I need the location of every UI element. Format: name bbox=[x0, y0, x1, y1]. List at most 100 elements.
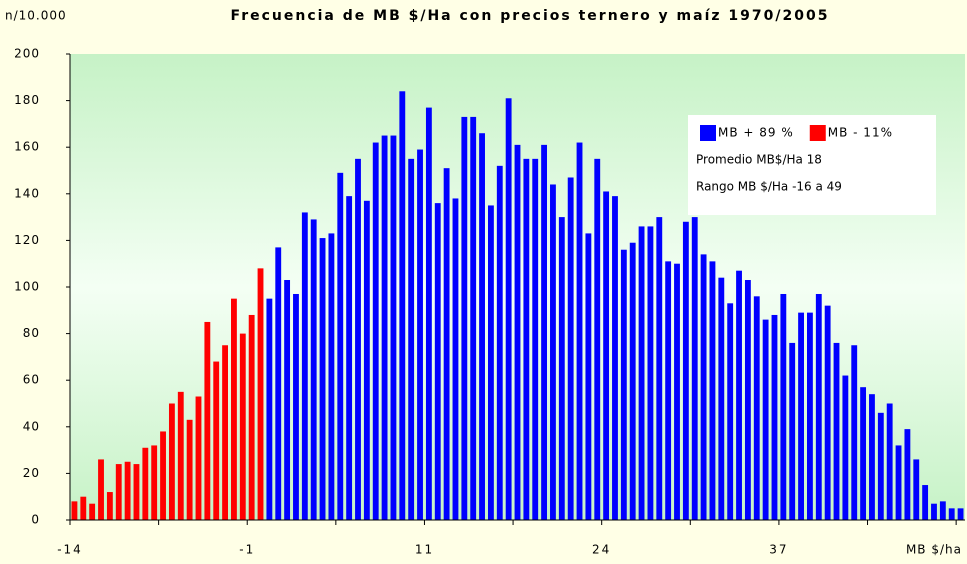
annotation: Rango MB $/Ha -16 a 49 bbox=[696, 180, 842, 194]
y-tick-label: 20 bbox=[23, 466, 40, 480]
bar bbox=[576, 142, 583, 521]
bar bbox=[744, 280, 751, 520]
bar bbox=[328, 233, 335, 520]
bar bbox=[133, 464, 140, 520]
bar bbox=[151, 445, 158, 520]
y-tick-label: 80 bbox=[23, 326, 40, 340]
bar bbox=[647, 226, 654, 521]
bar bbox=[293, 293, 299, 520]
y-axis-label: n/10.000 bbox=[5, 9, 67, 23]
x-tick-label: 24 bbox=[592, 543, 611, 557]
bar bbox=[514, 144, 521, 520]
bar bbox=[895, 445, 902, 520]
y-tick-label: 120 bbox=[14, 233, 40, 247]
bar bbox=[408, 158, 415, 520]
bar bbox=[656, 217, 663, 520]
bar bbox=[851, 345, 858, 520]
bar bbox=[807, 312, 813, 520]
bar bbox=[550, 184, 556, 521]
bar bbox=[904, 429, 911, 520]
y-tick-label: 60 bbox=[23, 373, 40, 387]
bar bbox=[869, 394, 875, 520]
bar bbox=[470, 116, 477, 520]
y-tick-label: 0 bbox=[31, 513, 40, 527]
x-tick-label: 11 bbox=[415, 543, 434, 557]
bar bbox=[284, 280, 291, 520]
bar bbox=[222, 345, 228, 520]
bar bbox=[319, 238, 326, 520]
bar bbox=[98, 459, 104, 520]
bar bbox=[479, 133, 485, 520]
bar bbox=[629, 242, 636, 521]
legend-swatch bbox=[809, 125, 826, 141]
bar bbox=[372, 142, 379, 521]
bar bbox=[842, 375, 849, 520]
y-tick-label: 140 bbox=[14, 186, 40, 200]
bar bbox=[89, 503, 96, 520]
bar bbox=[567, 177, 574, 521]
bar bbox=[266, 298, 273, 520]
bar bbox=[381, 135, 388, 521]
bar bbox=[727, 303, 734, 520]
bar bbox=[541, 144, 548, 520]
bar bbox=[665, 261, 672, 520]
bar bbox=[682, 221, 689, 520]
bar bbox=[390, 135, 397, 521]
y-tick-label: 200 bbox=[14, 47, 40, 61]
bar bbox=[168, 403, 175, 520]
bar bbox=[248, 314, 255, 520]
bar bbox=[417, 149, 423, 520]
bar bbox=[425, 107, 432, 520]
bar bbox=[762, 319, 769, 520]
y-tick-label: 40 bbox=[23, 419, 40, 433]
y-tick-label: 160 bbox=[14, 140, 40, 154]
bar bbox=[691, 217, 698, 520]
bar bbox=[532, 158, 539, 520]
bar bbox=[931, 503, 937, 520]
bar bbox=[709, 261, 716, 520]
bar bbox=[674, 263, 680, 520]
x-tick-label: 37 bbox=[769, 543, 788, 557]
bar bbox=[257, 268, 264, 520]
y-tick-label: 100 bbox=[14, 280, 40, 294]
y-tick-label: 180 bbox=[14, 93, 40, 107]
bar bbox=[620, 249, 627, 520]
bar bbox=[913, 459, 920, 520]
bar bbox=[106, 492, 113, 520]
legend-label: MB + 89 % bbox=[718, 126, 794, 140]
bar bbox=[558, 217, 565, 520]
bar bbox=[939, 501, 946, 520]
x-tick-label: -1 bbox=[239, 543, 255, 557]
bar bbox=[434, 203, 441, 520]
bar bbox=[239, 333, 246, 520]
bar bbox=[496, 165, 503, 520]
bar bbox=[115, 464, 122, 520]
bar bbox=[603, 191, 610, 520]
bar bbox=[523, 158, 530, 520]
bar bbox=[886, 403, 893, 520]
bar bbox=[753, 296, 760, 520]
bar bbox=[231, 298, 237, 520]
bar bbox=[363, 200, 370, 521]
bar bbox=[461, 116, 468, 520]
bar bbox=[204, 321, 211, 520]
x-tick-label: -14 bbox=[57, 543, 83, 557]
bar bbox=[736, 270, 742, 520]
bar bbox=[355, 158, 361, 520]
bar bbox=[142, 447, 149, 520]
bar bbox=[275, 247, 282, 520]
bar bbox=[815, 293, 822, 520]
bar bbox=[80, 496, 87, 520]
bar bbox=[860, 387, 867, 520]
bar bbox=[877, 412, 884, 520]
bar bbox=[798, 312, 804, 520]
chart-title: Frecuencia de MB $/Ha con precios terner… bbox=[231, 8, 830, 24]
bar bbox=[160, 431, 166, 520]
bar bbox=[186, 419, 193, 520]
bar bbox=[213, 361, 220, 520]
bar bbox=[124, 461, 131, 520]
bar bbox=[833, 342, 840, 520]
x-axis-label: MB $/ha bbox=[906, 543, 962, 557]
bar bbox=[700, 254, 707, 520]
